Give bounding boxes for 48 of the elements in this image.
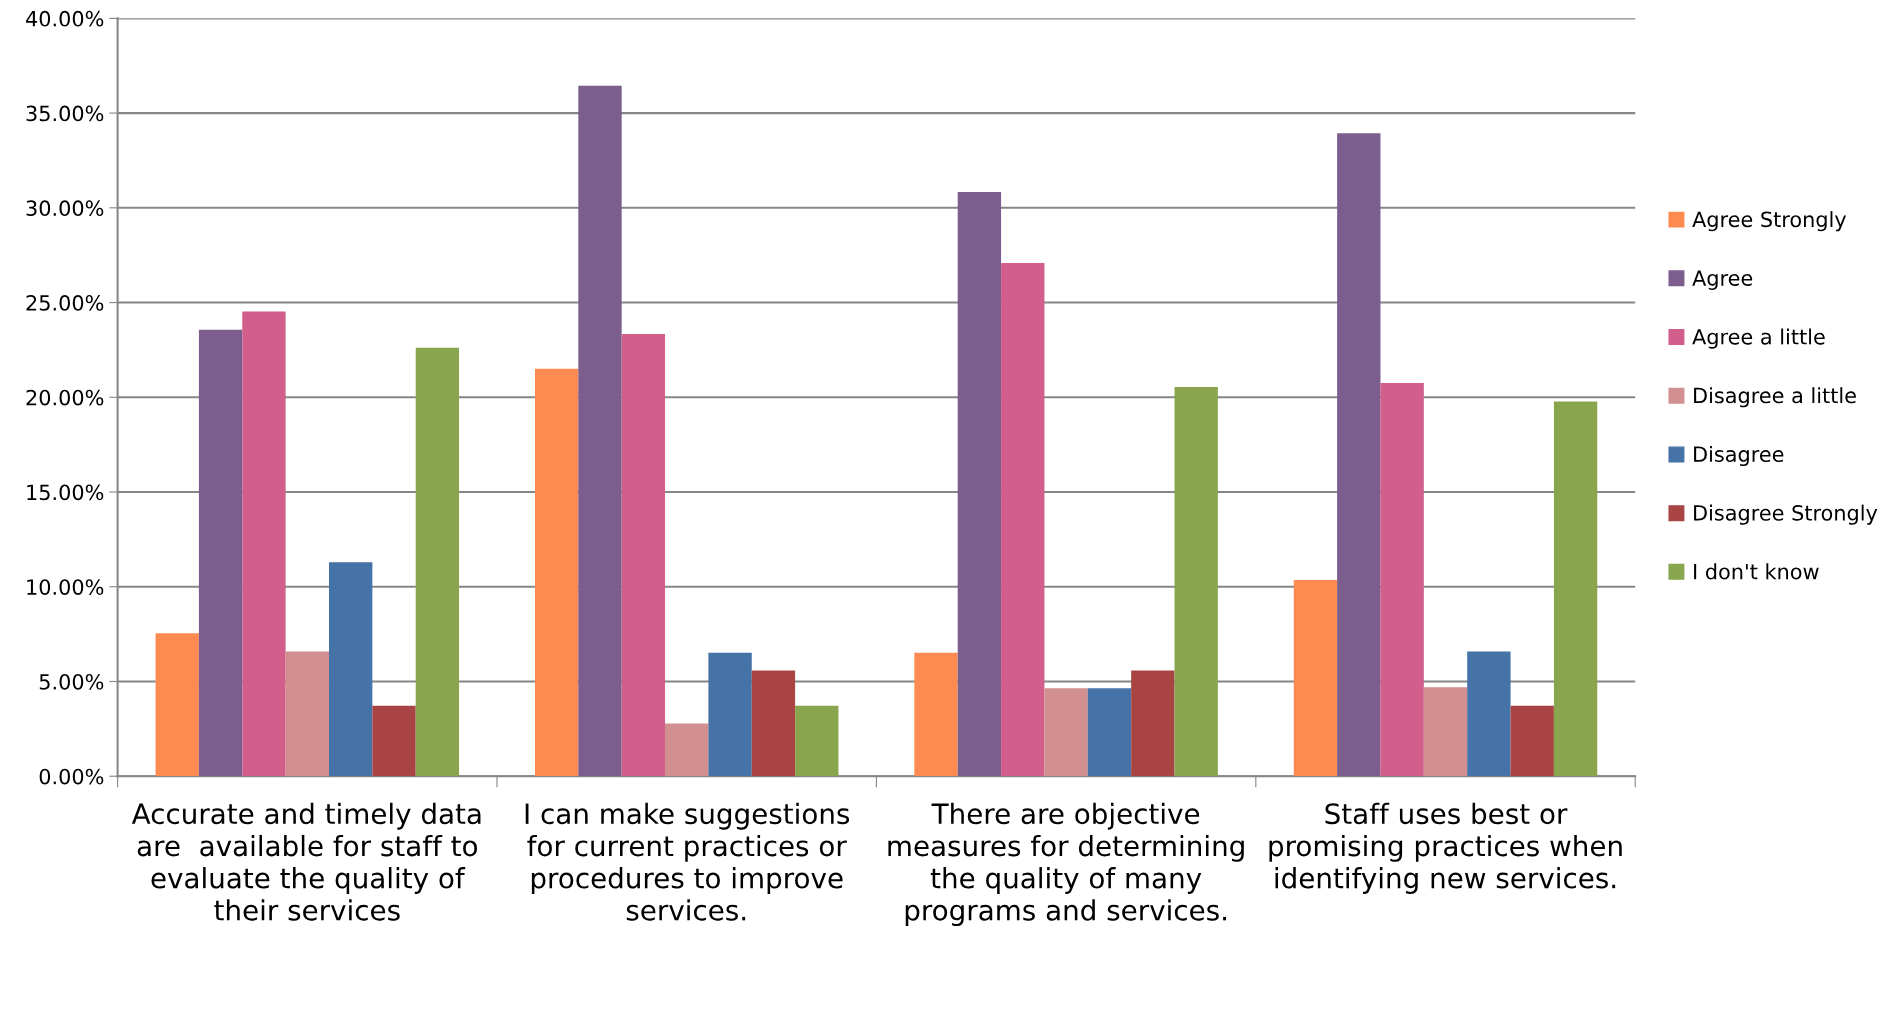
y-tick-label: 35.00% bbox=[26, 105, 104, 122]
bar bbox=[1553, 401, 1598, 777]
bar bbox=[242, 311, 286, 777]
y-tick-label: 10.00% bbox=[27, 579, 104, 595]
y-tick-label: 15.00% bbox=[27, 484, 104, 501]
bar bbox=[1044, 688, 1088, 777]
bar bbox=[1337, 133, 1381, 777]
bar bbox=[328, 562, 373, 777]
bar bbox=[1174, 387, 1218, 777]
bar bbox=[285, 651, 329, 777]
bar bbox=[534, 368, 579, 777]
legend-label: Disagree a little bbox=[1694, 387, 1856, 408]
bar bbox=[621, 334, 666, 777]
bar bbox=[1423, 687, 1468, 777]
bar bbox=[914, 652, 958, 777]
legend-label: Disagree bbox=[1694, 445, 1784, 467]
bar bbox=[1293, 580, 1338, 777]
bar bbox=[578, 85, 622, 777]
bar bbox=[198, 329, 243, 777]
y-tick-label: 40.00% bbox=[26, 10, 104, 27]
bar bbox=[1510, 705, 1554, 777]
bar bbox=[415, 347, 460, 777]
bar bbox=[1131, 670, 1175, 777]
bar bbox=[708, 652, 752, 777]
x-tick-label: I can make suggestions for current practices or procedures to improve services. bbox=[525, 802, 850, 921]
x-tick-label: Staff uses best or promising practices when identifying new services. bbox=[1269, 802, 1622, 894]
y-tick-label: 5.00% bbox=[39, 673, 104, 690]
legend-label: Disagree Strongly bbox=[1694, 504, 1878, 525]
bar bbox=[957, 191, 1002, 777]
x-tick-label: Accurate and timely data are available for staff to evaluate the quality of their services bbox=[131, 802, 481, 921]
bar bbox=[1001, 262, 1045, 777]
bar bbox=[751, 670, 796, 777]
bar bbox=[665, 723, 709, 777]
y-tick-label: 25.00% bbox=[26, 295, 104, 311]
bar bbox=[1087, 688, 1132, 777]
y-tick-label: 20.00% bbox=[26, 389, 104, 406]
bar bbox=[1380, 383, 1424, 777]
bar bbox=[155, 633, 199, 777]
y-tick-label: 30.00% bbox=[26, 200, 104, 217]
legend-label: Agree bbox=[1692, 270, 1753, 290]
y-tick-label: 0.00% bbox=[39, 768, 104, 785]
bar bbox=[1467, 651, 1511, 777]
bar bbox=[372, 705, 416, 777]
legend-label: I don't know bbox=[1694, 563, 1819, 580]
legend-label: Agree a little bbox=[1692, 328, 1825, 349]
bar bbox=[795, 705, 839, 777]
x-tick-label: There are objective measures for determining the quality of many programs and services. bbox=[888, 802, 1244, 927]
legend-label: Agree Strongly bbox=[1692, 211, 1847, 232]
